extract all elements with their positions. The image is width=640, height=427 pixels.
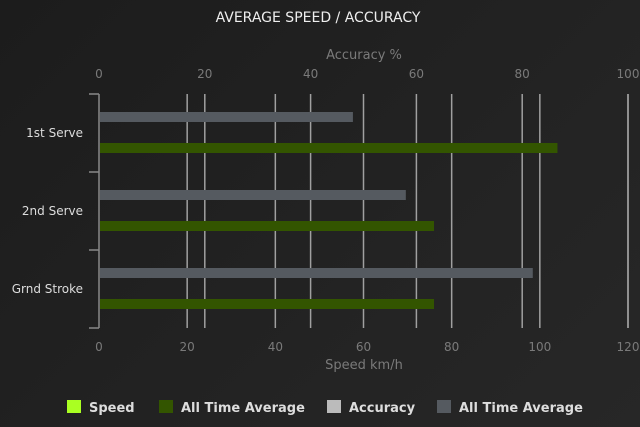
bar-accuracy-average bbox=[100, 112, 353, 122]
legend-swatch bbox=[327, 400, 341, 413]
bar-accuracy-average bbox=[100, 190, 406, 200]
legend-label[interactable]: Accuracy bbox=[349, 401, 416, 416]
legend-label[interactable]: All Time Average bbox=[181, 401, 305, 416]
bar-speed-average bbox=[100, 221, 435, 231]
legend-swatch bbox=[67, 400, 81, 413]
top-tick-label: 100 bbox=[617, 67, 640, 81]
bottom-tick-label: 20 bbox=[180, 340, 195, 354]
bottom-tick-label: 120 bbox=[617, 340, 640, 354]
category-label: 2nd Serve bbox=[22, 204, 83, 218]
bottom-axis-title: Speed km/h bbox=[325, 358, 403, 373]
top-tick-label: 40 bbox=[303, 67, 318, 81]
bottom-tick-label: 80 bbox=[444, 340, 459, 354]
bottom-tick-label: 100 bbox=[528, 340, 551, 354]
category-label: Grnd Stroke bbox=[12, 282, 83, 296]
bottom-tick-label: 60 bbox=[356, 340, 371, 354]
top-tick-label: 0 bbox=[95, 67, 103, 81]
top-tick-label: 80 bbox=[515, 67, 530, 81]
top-tick-label: 60 bbox=[409, 67, 424, 81]
bottom-tick-label: 40 bbox=[268, 340, 283, 354]
legend-label[interactable]: Speed bbox=[89, 401, 135, 416]
bottom-tick-label: 0 bbox=[95, 340, 103, 354]
top-tick-label: 20 bbox=[197, 67, 212, 81]
legend-swatch bbox=[437, 400, 451, 413]
category-label: 1st Serve bbox=[26, 126, 83, 140]
bar-speed-average bbox=[100, 143, 558, 153]
top-axis-title: Accuracy % bbox=[326, 48, 402, 63]
bar-speed-average bbox=[100, 299, 435, 309]
bar-accuracy-average bbox=[100, 268, 533, 278]
chart-title: AVERAGE SPEED / ACCURACY bbox=[216, 10, 421, 26]
legend-swatch bbox=[159, 400, 173, 413]
legend-label[interactable]: All Time Average bbox=[459, 401, 583, 416]
